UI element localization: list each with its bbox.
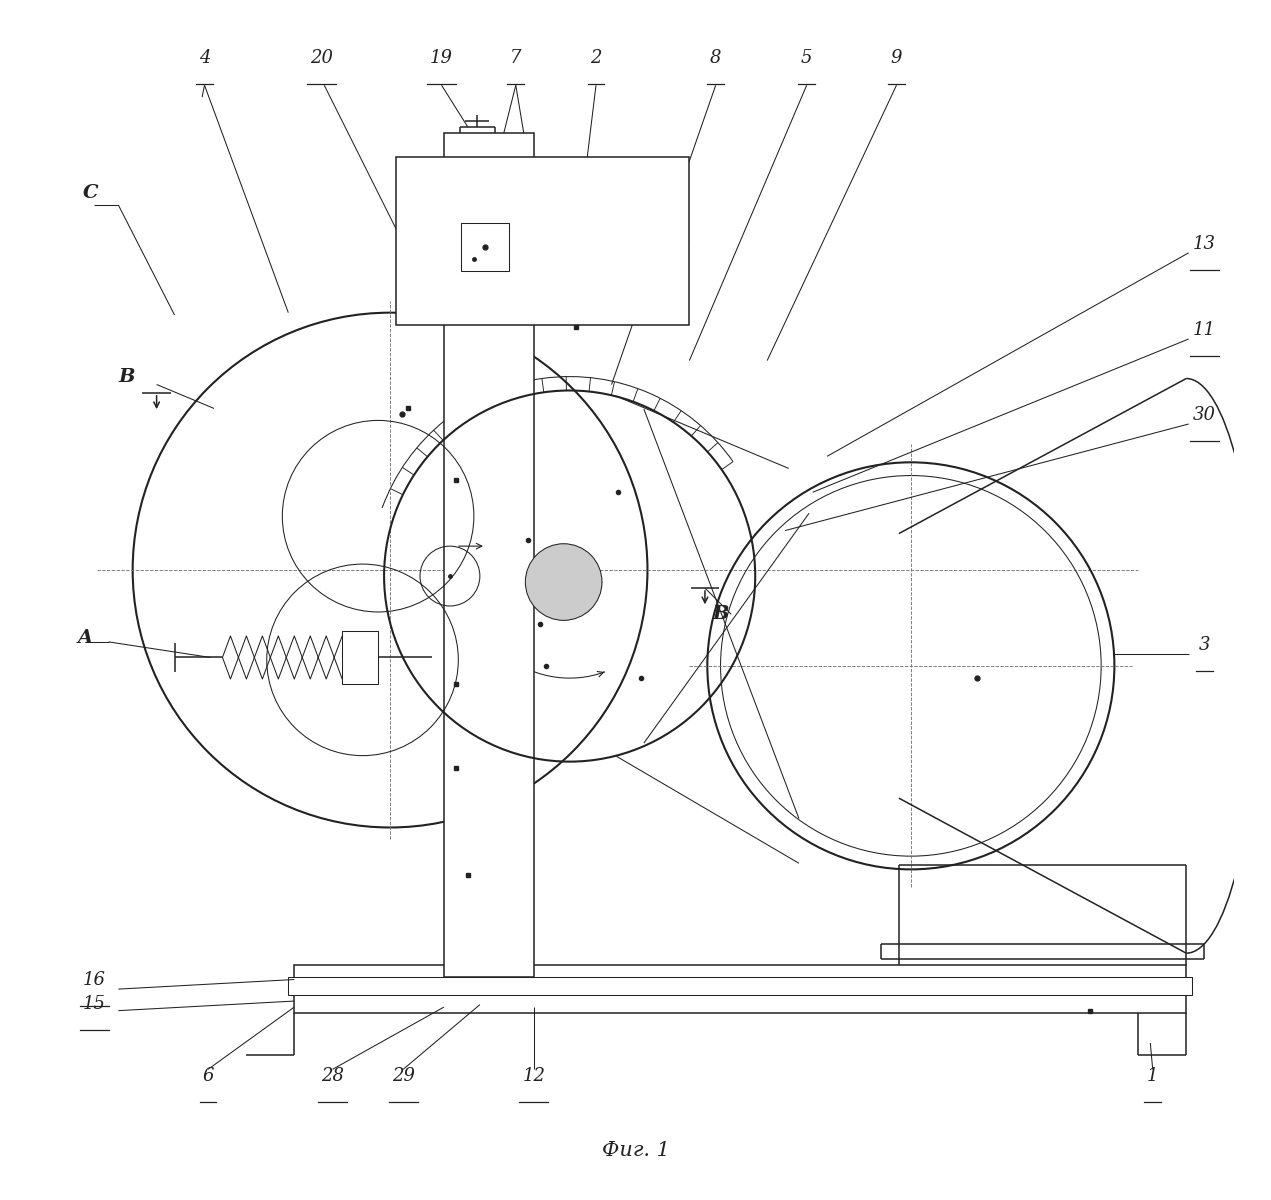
Text: 5: 5	[801, 49, 812, 67]
Text: 4: 4	[198, 49, 210, 67]
Text: 6: 6	[202, 1067, 214, 1085]
Text: Фиг. 1: Фиг. 1	[601, 1141, 670, 1160]
Text: 8: 8	[710, 49, 722, 67]
Text: A: A	[78, 629, 93, 647]
Text: B: B	[118, 368, 135, 386]
Text: 12: 12	[522, 1067, 545, 1085]
Text: 11: 11	[1192, 322, 1215, 340]
Text: 29: 29	[391, 1067, 414, 1085]
Text: B: B	[712, 605, 728, 623]
Text: 15: 15	[83, 995, 105, 1013]
Bar	[289, 977, 1192, 995]
Text: 2: 2	[590, 49, 601, 67]
Bar	[460, 223, 508, 271]
Text: 16: 16	[83, 971, 105, 989]
Circle shape	[525, 544, 602, 620]
Text: 20: 20	[310, 49, 333, 67]
Bar	[444, 133, 534, 977]
Bar	[397, 157, 689, 325]
Text: C: C	[83, 184, 99, 202]
Bar	[342, 631, 377, 684]
Text: 30: 30	[1192, 406, 1215, 424]
Text: 28: 28	[322, 1067, 344, 1085]
Text: 9: 9	[891, 49, 902, 67]
Text: 19: 19	[430, 49, 452, 67]
Text: 13: 13	[1192, 235, 1215, 253]
Text: A: A	[529, 566, 539, 581]
Bar	[295, 965, 1186, 1013]
Text: 7: 7	[510, 49, 521, 67]
Text: 1: 1	[1146, 1067, 1158, 1085]
Text: 3: 3	[1199, 636, 1210, 654]
